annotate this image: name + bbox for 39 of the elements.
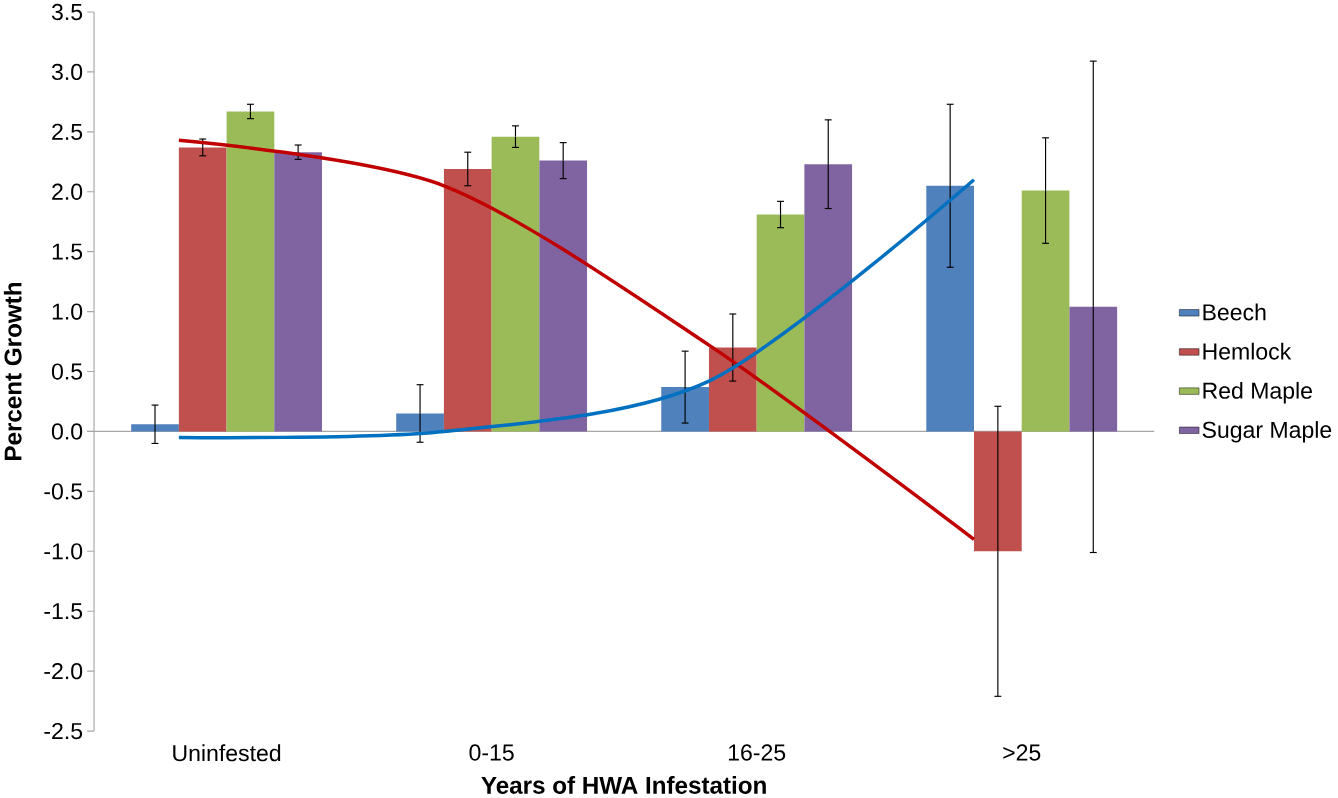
line-series xyxy=(177,138,976,542)
y-tick-label: 0.5 xyxy=(51,363,83,380)
x-tick-label: >25 xyxy=(1003,744,1041,761)
bar xyxy=(491,136,540,432)
legend-label: Hemlock xyxy=(1203,342,1292,360)
y-tick-label: 1.0 xyxy=(52,303,83,320)
bar xyxy=(1069,306,1118,432)
bar xyxy=(1021,190,1070,432)
y-tick-label: 3.5 xyxy=(51,3,83,21)
x-tick-label: 0-15 xyxy=(469,744,514,761)
bar xyxy=(443,169,492,432)
y-tick-label: -2.5 xyxy=(44,723,83,740)
line-series xyxy=(177,178,976,440)
bar xyxy=(226,111,275,432)
legend-label: Sugar Maple xyxy=(1202,421,1332,443)
bar xyxy=(539,160,588,432)
bar xyxy=(178,147,227,432)
legend-label: Red Maple xyxy=(1203,382,1312,404)
y-axis-title: Percent Growth xyxy=(3,283,22,461)
bar xyxy=(804,164,853,432)
legend-label: Beech xyxy=(1203,303,1266,321)
y-tick-label: 1.5 xyxy=(52,243,83,260)
y-tick-label: -2.0 xyxy=(44,663,83,680)
y-tick-label: -1.0 xyxy=(44,543,83,560)
bar xyxy=(926,185,974,432)
y-tick-label: -0.5 xyxy=(44,483,83,500)
x-axis-title: Years of HWA Infestation xyxy=(481,776,766,795)
bar xyxy=(756,214,805,432)
x-tick-label: 16-25 xyxy=(728,744,786,761)
bar xyxy=(974,431,1022,552)
y-tick-label: 0.0 xyxy=(51,423,83,440)
bar xyxy=(274,152,322,432)
y-tick-label: 2.0 xyxy=(52,183,83,201)
y-tick-label: 3.0 xyxy=(51,63,83,81)
x-tick-label: Uninfested xyxy=(173,744,281,762)
y-tick-label: -1.5 xyxy=(44,603,83,620)
bar xyxy=(396,413,444,432)
bar xyxy=(131,424,179,432)
y-tick-label: 2.5 xyxy=(52,123,83,141)
